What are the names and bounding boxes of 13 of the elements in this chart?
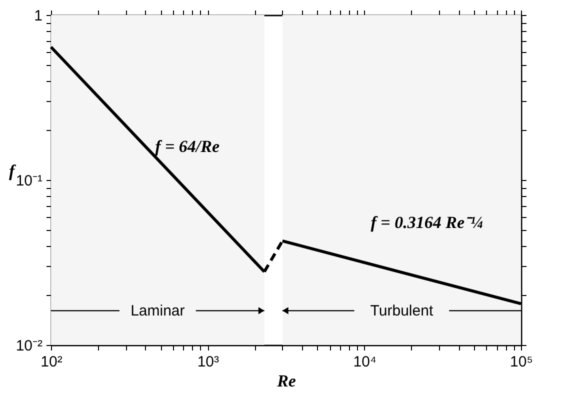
annotation: f = 64/Re [155, 137, 220, 156]
y-tick-label: 10⁻² [16, 338, 42, 354]
annotation: f = 0.3164 Re⁻¼ [370, 212, 484, 232]
y-tick-label: 1 [34, 8, 42, 24]
x-tick-label: 10⁵ [510, 354, 533, 370]
y-axis-title: f [8, 162, 17, 180]
x-tick-label: 10⁴ [353, 354, 376, 370]
band-label: Turbulent [370, 302, 434, 320]
x-tick-label: 10³ [197, 354, 220, 370]
x-axis-title: Re [276, 372, 296, 390]
x-tick-label: 10² [40, 354, 62, 370]
y-tick-label: 10⁻¹ [16, 172, 42, 190]
band-label: Laminar [130, 302, 185, 320]
